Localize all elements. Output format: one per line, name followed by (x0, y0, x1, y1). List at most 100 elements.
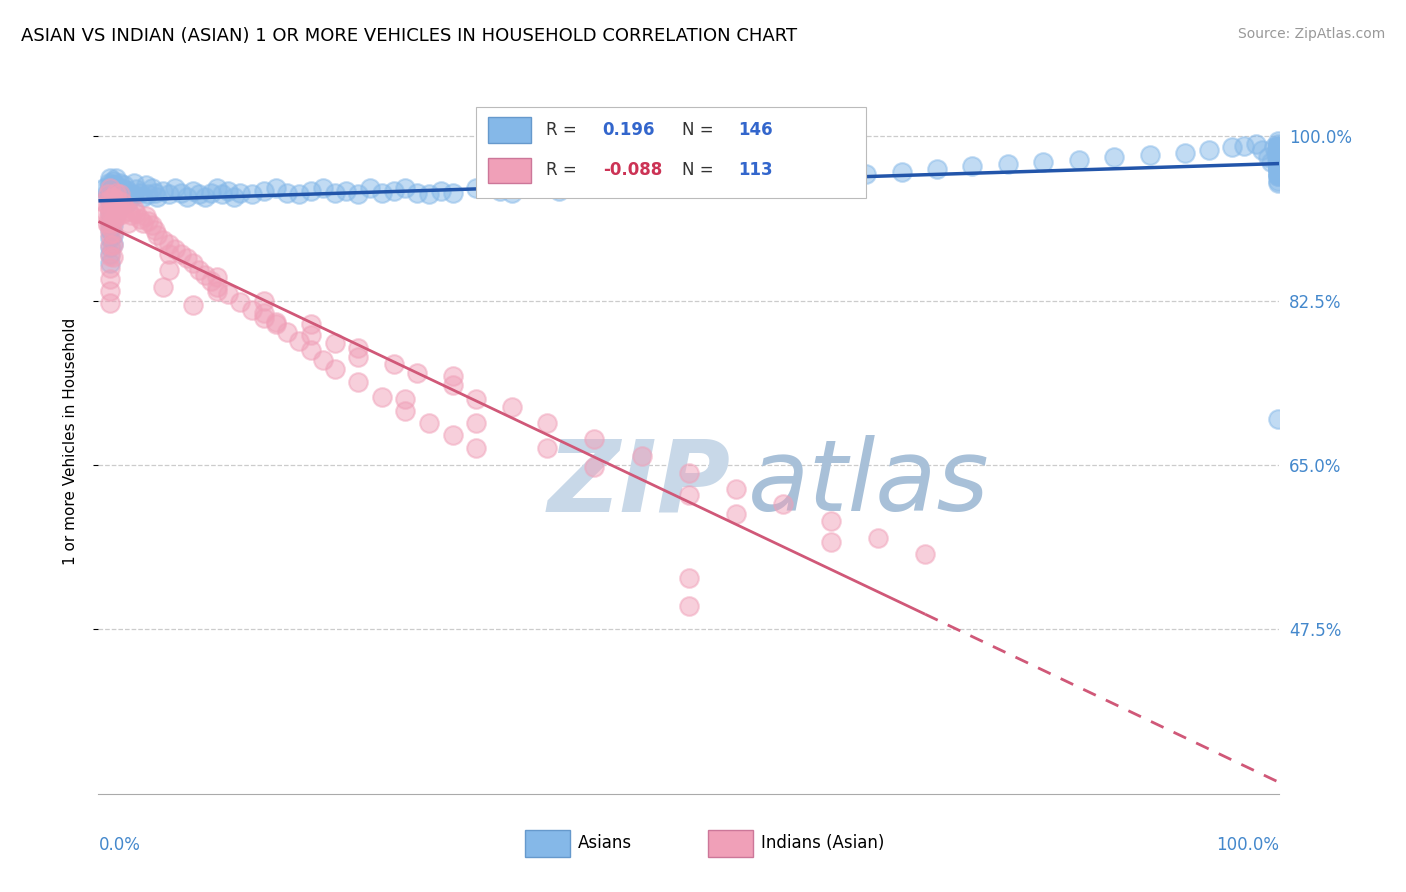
Point (146, 190, 169, 204)
Point (98, 181, 121, 195)
Point (1267, 174, 1289, 188)
FancyBboxPatch shape (524, 830, 569, 856)
Point (1174, 146, 1197, 161)
Point (98, 227, 121, 241)
Text: Source: ZipAtlas.com: Source: ZipAtlas.com (1237, 27, 1385, 41)
Point (181, 184, 204, 198)
Point (165, 181, 187, 195)
Point (97, 187, 120, 202)
Y-axis label: 1 or more Vehicles in Household: 1 or more Vehicles in Household (63, 318, 77, 566)
Point (1267, 162, 1289, 177)
Point (170, 186, 193, 200)
Point (157, 262, 180, 277)
Point (101, 174, 124, 188)
Point (1267, 143, 1289, 157)
Point (323, 335, 346, 350)
Point (152, 184, 174, 198)
Text: ZIP: ZIP (547, 435, 730, 533)
Point (157, 187, 180, 202)
Point (205, 181, 228, 195)
Point (170, 246, 193, 260)
Point (98, 256, 121, 270)
Point (121, 208, 143, 222)
Point (347, 376, 370, 390)
Point (101, 238, 124, 252)
Point (1267, 159, 1289, 173)
Point (105, 193, 128, 207)
Point (1032, 155, 1054, 169)
Point (128, 211, 150, 226)
Point (678, 174, 700, 188)
Point (101, 186, 124, 200)
Text: 146: 146 (738, 121, 773, 139)
Point (465, 441, 488, 455)
Point (187, 187, 209, 202)
Point (335, 184, 357, 198)
FancyBboxPatch shape (488, 158, 530, 183)
Point (98, 187, 121, 202)
Point (1267, 162, 1289, 177)
Point (98, 240, 121, 254)
Point (111, 207, 134, 221)
Point (441, 368, 464, 383)
Point (105, 194, 128, 209)
FancyBboxPatch shape (707, 830, 752, 856)
Point (98, 246, 121, 260)
Point (465, 416, 488, 430)
Point (1265, 153, 1288, 167)
Point (122, 188, 145, 202)
Point (104, 190, 127, 204)
Point (1267, 157, 1289, 171)
Point (98, 219, 121, 234)
Point (441, 186, 464, 200)
Point (98, 204, 121, 219)
Point (418, 416, 440, 430)
Point (1267, 167, 1289, 181)
Point (501, 400, 523, 414)
Point (678, 466, 700, 480)
Point (1267, 140, 1289, 154)
Point (501, 186, 523, 200)
Point (98, 284, 121, 298)
Point (101, 197, 124, 211)
Point (630, 449, 652, 463)
Point (117, 216, 139, 230)
Point (1267, 150, 1289, 164)
Text: -0.088: -0.088 (603, 161, 662, 179)
Point (136, 213, 159, 227)
Point (288, 187, 311, 202)
Point (1267, 140, 1289, 154)
Point (94, 206, 117, 220)
Point (101, 190, 124, 204)
Point (643, 178, 665, 192)
Point (772, 498, 794, 512)
Point (1220, 140, 1243, 154)
Point (1267, 176, 1289, 190)
Point (101, 227, 124, 242)
Point (152, 279, 174, 293)
Point (253, 310, 276, 325)
Point (108, 187, 131, 202)
Point (104, 178, 127, 192)
Point (1233, 138, 1256, 153)
Point (1267, 134, 1289, 148)
Point (1257, 150, 1279, 164)
Point (157, 246, 180, 260)
Point (105, 210, 128, 224)
Point (1267, 146, 1289, 161)
Point (111, 181, 134, 195)
Point (217, 184, 239, 198)
Point (152, 233, 174, 247)
Point (347, 187, 370, 202)
Point (205, 270, 228, 285)
Point (678, 571, 700, 585)
Point (104, 209, 127, 223)
Point (117, 184, 139, 198)
Point (1267, 159, 1289, 173)
Point (465, 392, 488, 407)
Point (1267, 159, 1289, 173)
Point (101, 208, 124, 222)
Point (1264, 146, 1286, 161)
FancyBboxPatch shape (477, 107, 866, 198)
Point (678, 599, 700, 613)
